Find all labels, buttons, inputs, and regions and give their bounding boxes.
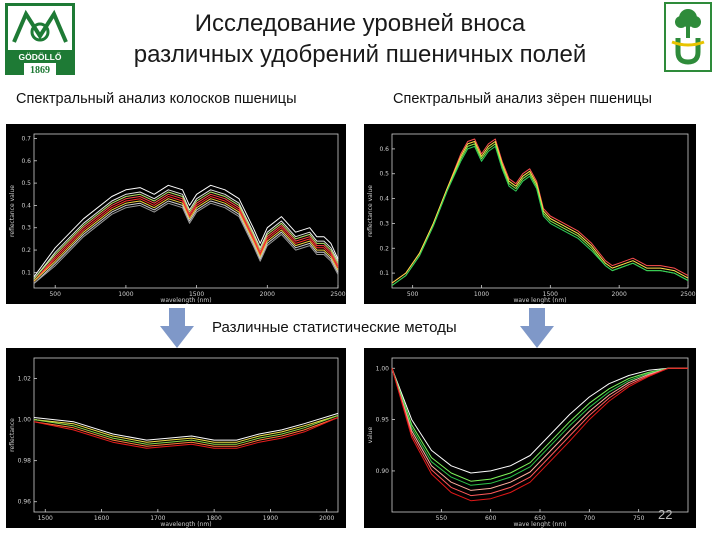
x-tick-label: 2500 (330, 291, 345, 298)
series-line-5 (391, 367, 688, 502)
series-line-0 (391, 138, 689, 284)
series-line-0 (391, 367, 688, 474)
y-tick-label: 0.96 (18, 499, 32, 506)
logo-text-year: 1869 (30, 65, 50, 76)
down-arrow-icon-left (160, 308, 194, 348)
title-line-2: различных удобрений пшеничных полей (133, 41, 587, 68)
y-tick-label: 0.1 (21, 269, 31, 276)
y-tick-label: 0.5 (21, 180, 31, 187)
wheat-tree-icon (664, 2, 712, 72)
series-line-1 (391, 367, 688, 482)
y-tick-label: 0.5 (379, 171, 389, 178)
x-axis-label: wave lenght (nm) (513, 521, 566, 528)
series-line-3 (33, 193, 339, 282)
logo-text-main: GÖDÖLLŐ (19, 51, 62, 62)
y-axis-label: reflectance value (9, 185, 16, 237)
series-line-0 (33, 184, 339, 278)
y-tick-label: 0.98 (18, 458, 32, 465)
y-tick-label: 0.7 (21, 135, 31, 142)
y-tick-label: 0.6 (379, 146, 389, 153)
x-tick-label: 2000 (319, 515, 334, 522)
y-axis-label: reflectance (9, 418, 16, 452)
series-line-2 (33, 415, 339, 445)
x-axis-label: wavelength (nm) (160, 297, 211, 304)
y-tick-label: 0.2 (379, 245, 389, 252)
x-tick-label: 500 (407, 291, 419, 298)
x-tick-label: 750 (633, 515, 645, 522)
x-tick-label: 700 (584, 515, 596, 522)
x-tick-label: 500 (49, 291, 61, 298)
y-tick-label: 0.2 (21, 247, 31, 254)
caption-grain-analysis: Спектральный анализ зёрен пшеницы (393, 91, 652, 107)
caption-ear-analysis: Спектральный анализ колосков пшеницы (16, 91, 297, 107)
x-tick-label: 1000 (474, 291, 489, 298)
x-tick-label: 1500 (189, 291, 204, 298)
x-tick-label: 2000 (260, 291, 275, 298)
x-axis-label: wavelength (nm) (160, 521, 211, 528)
x-tick-label: 1900 (263, 515, 278, 522)
y-tick-label: 1.00 (18, 417, 32, 424)
x-tick-label: 1800 (207, 515, 222, 522)
x-tick-label: 650 (534, 515, 546, 522)
x-tick-label: 1500 (38, 515, 53, 522)
series-line-2 (391, 367, 688, 486)
series-line-4 (33, 417, 339, 449)
title-line-1: Исследование уровней вноса (194, 10, 526, 37)
series-line-1 (391, 141, 689, 284)
series-line-6 (33, 200, 339, 284)
godollo-logo: GÖDÖLLŐ 1869 (4, 2, 76, 76)
normalized-ear-chart: 1500 1600 1700 1800 1900 2000 1.02 1.00 0.98 0.96… (9, 357, 339, 528)
slide-title: Исследование уровней вноса различных удо… (110, 8, 610, 70)
chart-panel-normalized-grain: 550 600 650 700 750 1.00 0.95 0.90 wave lenght (… (364, 348, 696, 528)
x-tick-label: 550 (436, 515, 448, 522)
series-line-3 (391, 367, 688, 491)
y-tick-label: 0.4 (379, 196, 389, 203)
series-line-3 (391, 145, 689, 286)
y-axis-label: value (367, 426, 374, 443)
series-line-0 (33, 412, 339, 441)
plot-frame (391, 133, 689, 289)
series-line-7 (33, 202, 339, 284)
x-tick-label: 600 (485, 515, 497, 522)
series-line-5 (33, 198, 339, 282)
plot-frame (33, 357, 339, 513)
series-line-2 (33, 191, 339, 280)
y-tick-label: 0.1 (379, 270, 389, 277)
series-line-4 (33, 196, 339, 282)
chart-panel-grain-spectra: 500 1000 1500 2000 2500 0.1 0.2 0.3 0.4 0.5 0.6 wav… (364, 124, 696, 304)
series-line-1 (33, 415, 339, 443)
y-tick-label: 0.3 (379, 220, 389, 227)
y-tick-label: 0.90 (376, 468, 390, 475)
y-tick-label: 0.3 (21, 225, 31, 232)
ear-spectra-chart: 500 1000 1500 2000 2500 0.1 0.2 0.3 0.4 0.5 0.6 0.7… (9, 133, 346, 304)
y-tick-label: 0.6 (21, 158, 31, 165)
x-tick-label: 2000 (612, 291, 627, 298)
x-tick-label: 2500 (680, 291, 695, 298)
y-axis-label: reflectance value (367, 185, 374, 237)
down-arrow-icon-right (520, 308, 554, 348)
chart-panel-normalized-ear: 1500 1600 1700 1800 1900 2000 1.02 1.00 0.98 0.96… (6, 348, 346, 528)
godollo-logo-emblem: GÖDÖLLŐ 1869 (5, 3, 75, 76)
plot-frame (33, 133, 339, 289)
agri-university-logo (664, 2, 712, 72)
normalized-grain-chart: 550 600 650 700 750 1.00 0.95 0.90 wave lenght (… (367, 357, 689, 528)
y-tick-label: 1.02 (18, 376, 32, 383)
series-line-4 (391, 367, 688, 497)
page-number: 22 (658, 507, 673, 522)
x-tick-label: 1700 (150, 515, 165, 522)
x-tick-label: 1600 (94, 515, 109, 522)
grain-spectra-chart: 500 1000 1500 2000 2500 0.1 0.2 0.3 0.4 0.5 0.6 wav… (367, 133, 696, 304)
x-axis-label: wave lenght (nm) (513, 297, 566, 304)
plot-frame (391, 357, 689, 513)
series-line-1 (33, 189, 339, 280)
y-tick-label: 1.00 (376, 365, 390, 372)
y-tick-label: 0.4 (21, 202, 31, 209)
x-tick-label: 1000 (118, 291, 133, 298)
statistical-methods-caption: Различные статистические методы (212, 319, 457, 336)
x-tick-label: 1500 (543, 291, 558, 298)
y-tick-label: 0.95 (376, 417, 390, 424)
chart-panel-ear-spectra: 500 1000 1500 2000 2500 0.1 0.2 0.3 0.4 0.5 0.6 0.7… (6, 124, 346, 304)
series-line-3 (33, 417, 339, 447)
